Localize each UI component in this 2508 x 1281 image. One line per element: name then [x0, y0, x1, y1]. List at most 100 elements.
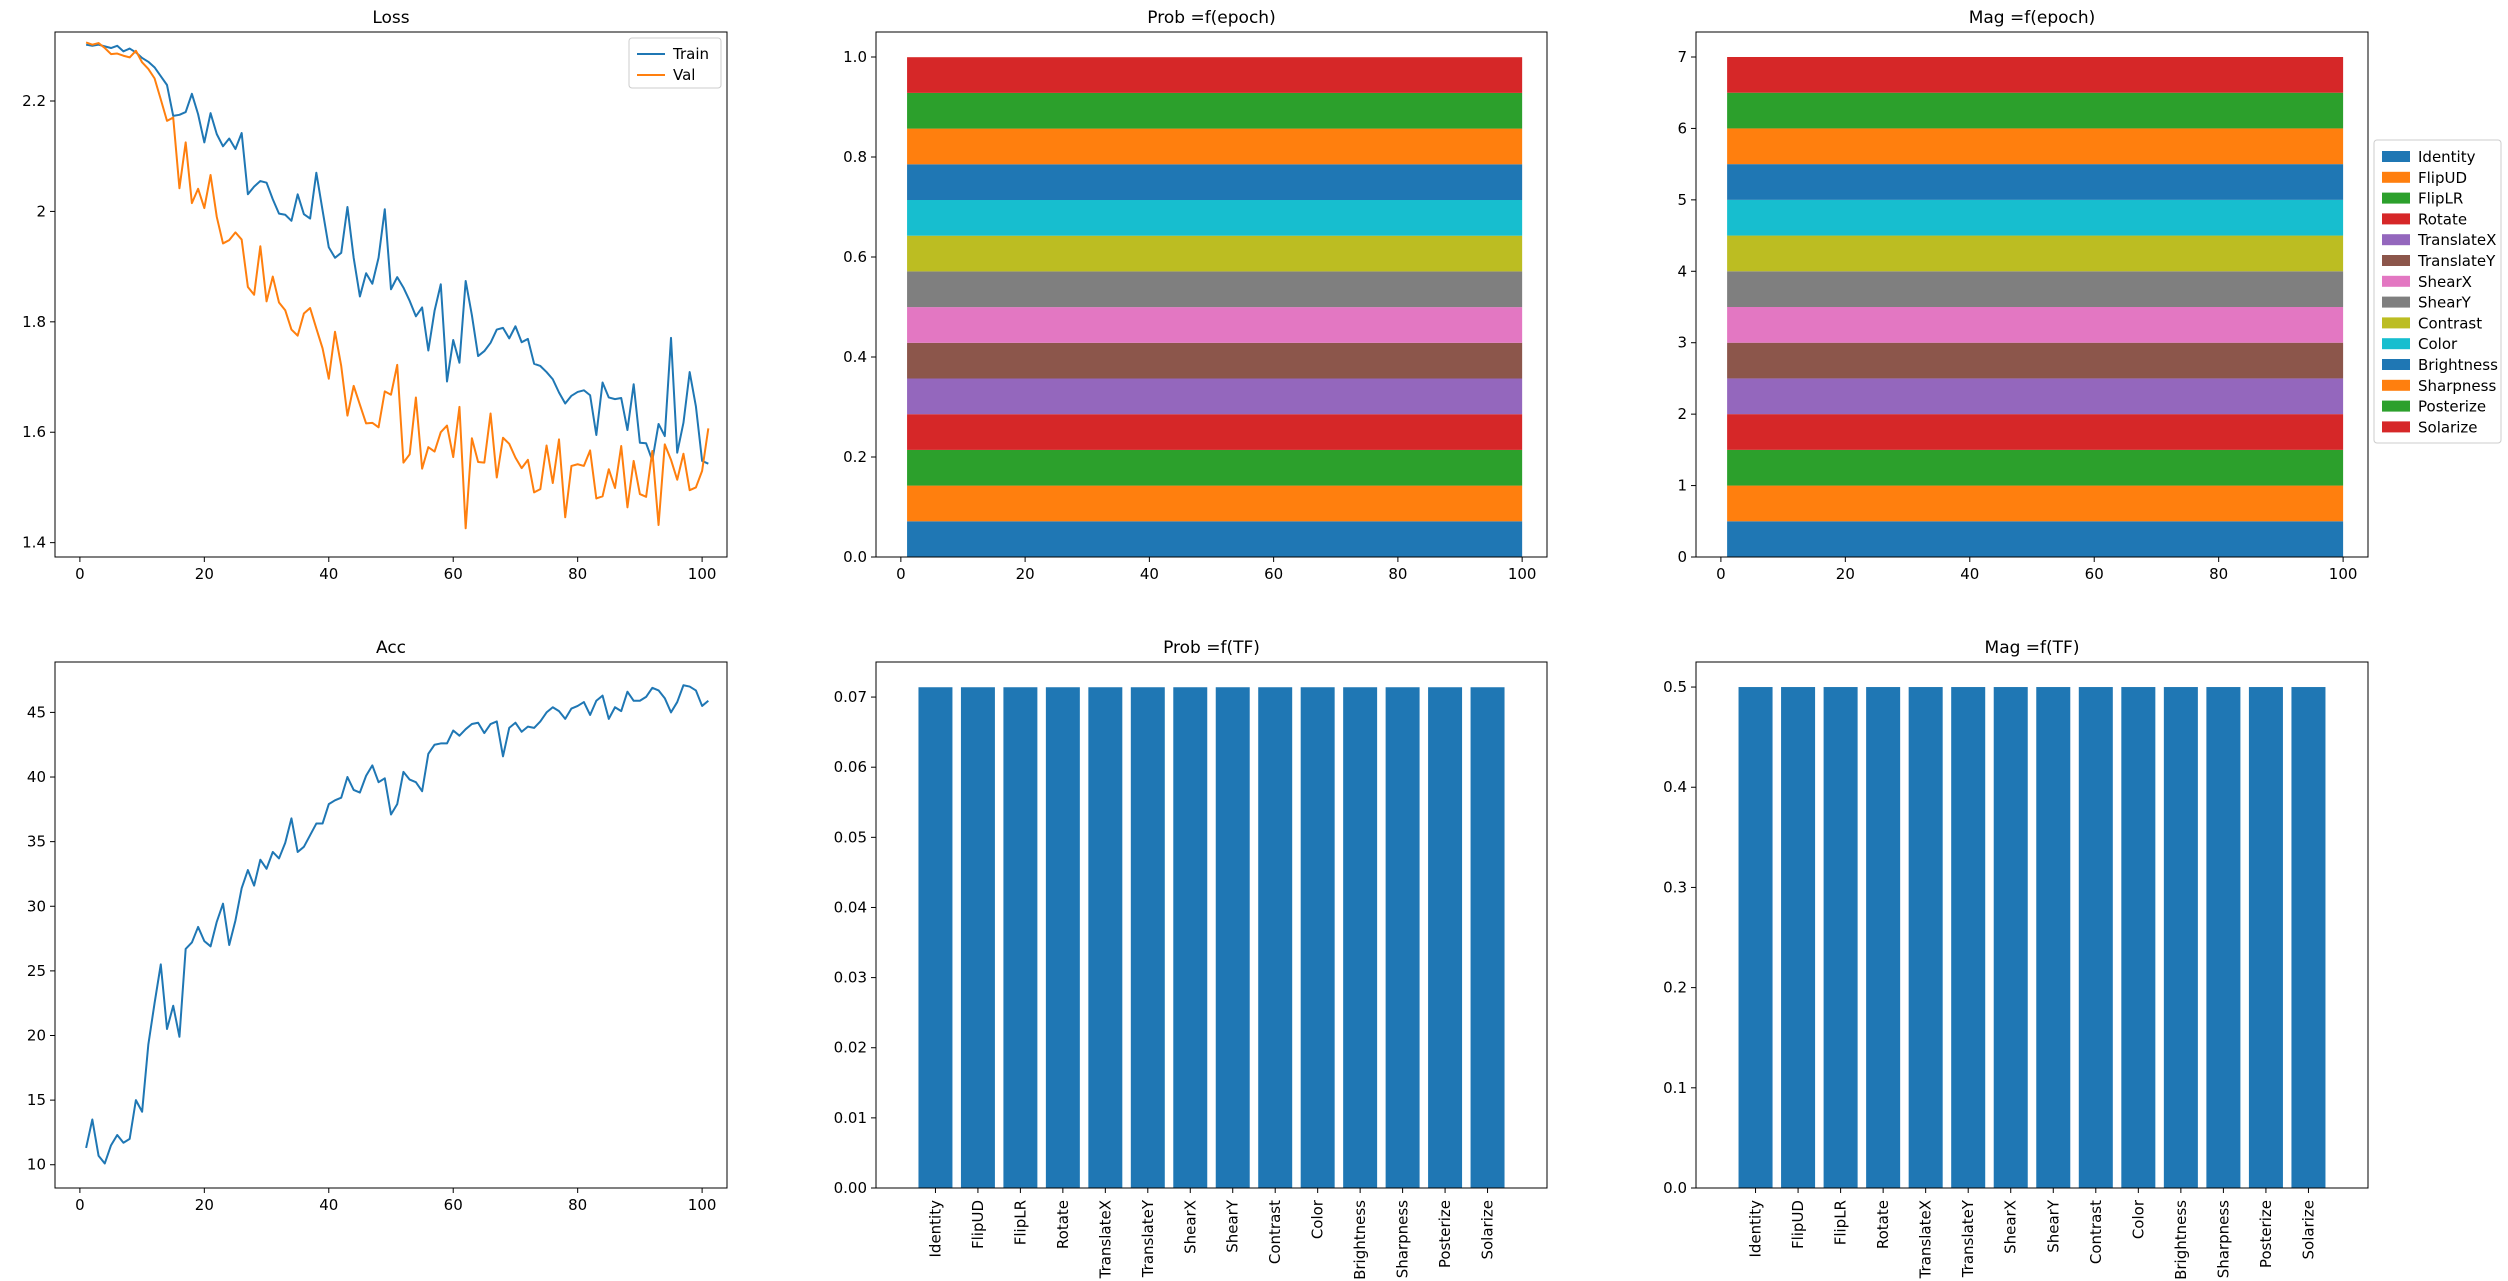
- bar-color: [2121, 687, 2156, 1188]
- axes-frame: [1695, 31, 2369, 558]
- x-tick-label: ShearX: [1181, 1200, 1199, 1254]
- x-tick-label: Identity: [1747, 1200, 1765, 1258]
- chart-title: Prob =f(epoch): [1147, 8, 1275, 28]
- bar-sheary: [2036, 687, 2071, 1188]
- series-line-acc: [85, 684, 709, 1165]
- bar-identity: [1738, 687, 1773, 1188]
- y-tick-label: 0.1: [1663, 1079, 1687, 1097]
- legend-label: FlipUD: [2418, 169, 2467, 187]
- legend-swatch: [2382, 338, 2410, 350]
- y-tick-label: 0.4: [843, 348, 867, 366]
- axes-frame: [1695, 661, 2369, 1189]
- axes-frame: [875, 661, 1548, 1189]
- chart-title: Mag =f(TF): [1985, 638, 2080, 658]
- x-tick-label: 40: [1960, 565, 1979, 583]
- legend-label: TranslateY: [2417, 252, 2496, 270]
- x-tick-label: 20: [195, 565, 214, 583]
- y-tick-label: 1: [1677, 477, 1687, 495]
- y-tick-label: 4: [1677, 262, 1687, 280]
- x-tick-label: 60: [444, 565, 463, 583]
- stack-band-identity: [907, 521, 1523, 557]
- y-tick-label: 0.8: [843, 148, 867, 166]
- y-tick-label: 3: [1677, 334, 1687, 352]
- y-tick-label: 0.0: [1663, 1179, 1687, 1197]
- y-tick-label: 0.07: [834, 688, 867, 706]
- bar-sharpness: [1385, 687, 1420, 1188]
- bar-shearx: [1173, 687, 1208, 1188]
- bar-translatex: [1908, 687, 1943, 1188]
- legend-swatch: [2382, 317, 2410, 329]
- legend: Train Val: [628, 37, 722, 89]
- x-tick-label: Brightness: [1351, 1200, 1369, 1280]
- x-tick-label: Rotate: [1054, 1200, 1072, 1249]
- y-tick-label: 40: [27, 768, 46, 786]
- y-tick-label: 35: [27, 833, 46, 851]
- stack-band-fliplr: [907, 449, 1523, 486]
- y-tick-label: 5: [1677, 191, 1687, 209]
- chart-title: Prob =f(TF): [1163, 638, 1260, 658]
- legend-label: Brightness: [2418, 356, 2498, 374]
- x-tick-label: 0: [75, 565, 85, 583]
- chart-mag_tf: Identity FlipUD FlipLR Rotate TranslateX Tran…: [1663, 638, 2369, 1280]
- y-tick-label: 2: [36, 202, 46, 220]
- y-tick-label: 0.04: [834, 898, 867, 916]
- stack-band-rotate: [1727, 414, 2344, 450]
- chart-mag_epoch: 0 20 40 60 80 100 0 1 2 3 4 5 6 7 Mag =f(epoch) Identit…: [1677, 8, 2502, 583]
- x-tick-label: 0: [896, 565, 906, 583]
- y-tick-label: 15: [27, 1091, 46, 1109]
- x-tick-label: Identity: [926, 1200, 944, 1258]
- bar-rotate: [1045, 687, 1080, 1188]
- stack-band-contrast: [1727, 235, 2344, 272]
- stack-band-sharpness: [907, 128, 1523, 165]
- legend-swatch: [2382, 171, 2410, 183]
- stack-band-flipud: [907, 485, 1523, 522]
- x-tick-label: 80: [568, 565, 587, 583]
- x-tick-label: TranslateY: [1959, 1199, 1977, 1278]
- y-tick-label: 0.3: [1663, 878, 1687, 896]
- stack-band-sheary: [907, 271, 1523, 308]
- chart-prob_epoch: 0 20 40 60 80 100 0.0 0.2 0.4 0.6 0.8 1.0 Prob =f(ep…: [843, 8, 1548, 583]
- stack-band-color: [907, 200, 1523, 236]
- x-tick-label: FlipUD: [969, 1200, 987, 1249]
- x-tick-label: 80: [1388, 565, 1407, 583]
- chart-loss: 0 20 40 60 80 100 1.4 1.6 1.8 2 2.2 Loss Train Val: [22, 8, 728, 583]
- x-tick-label: 80: [568, 1196, 587, 1214]
- x-tick-label: Color: [2129, 1199, 2147, 1239]
- x-tick-label: 60: [1264, 565, 1283, 583]
- y-tick-label: 1.4: [22, 534, 46, 552]
- x-tick-label: ShearY: [1224, 1199, 1242, 1253]
- chart-title: Loss: [372, 8, 409, 28]
- legend-label: Solarize: [2418, 418, 2478, 436]
- bar-sharpness: [2206, 687, 2241, 1188]
- y-tick-label: 0.00: [834, 1179, 867, 1197]
- legend-label: Color: [2418, 335, 2458, 353]
- y-tick-label: 25: [27, 962, 46, 980]
- y-tick-label: 0: [1677, 548, 1687, 566]
- x-tick-label: 40: [1140, 565, 1159, 583]
- y-tick-label: 0.4: [1663, 778, 1687, 796]
- legend-label: Contrast: [2418, 314, 2482, 332]
- y-tick-label: 1.8: [22, 313, 46, 331]
- bar-contrast: [1258, 687, 1293, 1188]
- y-tick-label: 30: [27, 897, 46, 915]
- chart-title: Acc: [376, 638, 406, 658]
- x-tick-label: FlipLR: [1832, 1200, 1850, 1245]
- x-tick-label: 100: [688, 565, 717, 583]
- y-tick-label: 0.03: [834, 969, 867, 987]
- bar-brightness: [2163, 687, 2198, 1188]
- legend-swatch: [2382, 400, 2410, 412]
- x-tick-label: Contrast: [2087, 1200, 2105, 1264]
- x-tick-label: 60: [2085, 565, 2104, 583]
- x-tick-label: 20: [1836, 565, 1855, 583]
- axes-frame: [875, 31, 1548, 558]
- x-tick-label: ShearX: [2002, 1200, 2020, 1254]
- stack-band-fliplr: [1727, 449, 2344, 486]
- x-tick-label: 0: [1716, 565, 1726, 583]
- axes-frame: [54, 31, 728, 558]
- stack-band-solarize: [907, 57, 1523, 93]
- legend-swatch: [2382, 379, 2410, 391]
- bar-translatey: [1951, 687, 1986, 1188]
- x-tick-label: Posterize: [1436, 1200, 1454, 1268]
- legend-label: FlipLR: [2418, 190, 2463, 208]
- x-tick-label: 0: [75, 1196, 85, 1214]
